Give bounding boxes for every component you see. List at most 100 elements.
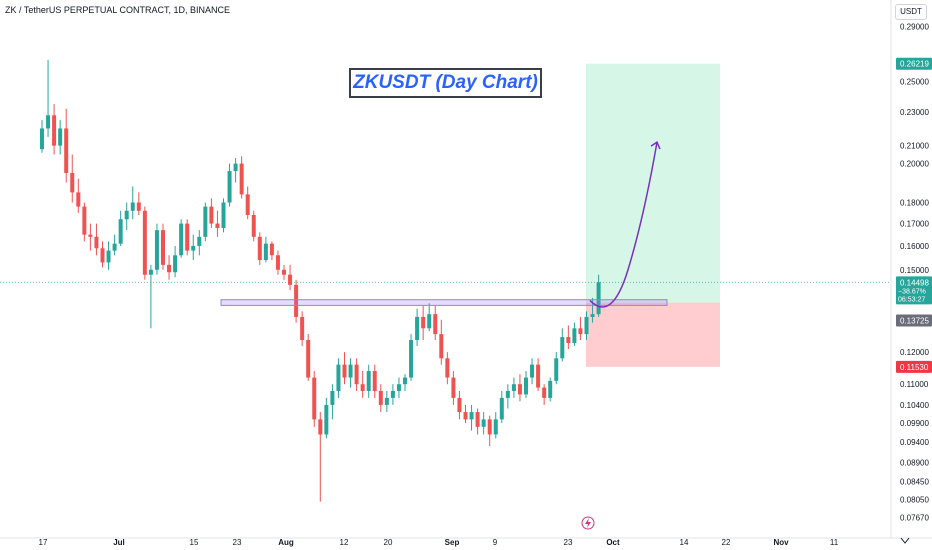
lightning-icon[interactable] <box>581 516 595 530</box>
candle <box>76 178 81 213</box>
candle-body <box>106 250 111 263</box>
candle <box>524 371 528 398</box>
candle <box>312 371 317 427</box>
price-axis[interactable]: 0.29000 0.25000 0.23000 0.21000 0.20000 0.180… <box>890 0 929 538</box>
candle-body <box>312 377 317 420</box>
candle <box>306 334 311 381</box>
projection-arrow[interactable] <box>589 140 661 308</box>
axis-menu-icon[interactable] <box>900 537 910 544</box>
candle <box>106 241 111 270</box>
candle-body <box>191 245 196 251</box>
candle <box>415 308 420 347</box>
candle-body <box>439 334 444 359</box>
candle <box>390 384 395 405</box>
candle <box>384 390 389 413</box>
candle <box>566 325 571 350</box>
candle-body <box>118 219 123 244</box>
price-labels: 0.26219 0.14498−38.67%06:53:27 0.13725 0.11… <box>896 57 932 373</box>
candle <box>330 384 335 420</box>
candle-body <box>130 202 135 211</box>
candle-body <box>366 371 371 391</box>
candle <box>481 412 486 435</box>
candle-body <box>251 215 256 237</box>
price-tick-label: 0.17000 <box>900 220 929 229</box>
time-tick-label: Jul <box>113 538 125 547</box>
candle-body <box>348 364 353 378</box>
candle <box>324 397 329 439</box>
price-tick-label: 0.09900 <box>900 419 929 428</box>
candle <box>197 230 202 256</box>
time-axis[interactable]: 17 Jul 15 23 Aug 12 20 Sep 9 23 Oct 14 22 Nov 11 <box>0 537 932 547</box>
arrow-head[interactable] <box>650 140 661 150</box>
candle <box>554 352 559 385</box>
candle-body <box>173 255 178 273</box>
last-price-value: 0.14498 <box>900 278 929 287</box>
candle <box>294 279 299 323</box>
candle <box>94 223 99 256</box>
candle <box>354 358 359 391</box>
candle-body <box>215 223 220 228</box>
time-tick-label: 23 <box>564 538 573 547</box>
arrow-path[interactable] <box>589 141 658 308</box>
candle-body <box>300 316 305 341</box>
candle-body <box>511 384 516 391</box>
price-tick-label: 0.18000 <box>900 198 929 207</box>
candle <box>173 245 178 278</box>
candle-body <box>179 223 184 256</box>
candle <box>112 234 117 256</box>
candle-body <box>451 377 456 398</box>
bar-countdown: 06:53:27 <box>898 296 925 303</box>
candle <box>209 198 214 228</box>
candle-body <box>40 128 44 150</box>
support-box[interactable] <box>220 299 668 306</box>
candle <box>136 192 141 216</box>
candle <box>469 404 474 431</box>
candle-body <box>306 340 311 378</box>
price-label-badge <box>896 314 932 327</box>
lightning-bolt[interactable] <box>585 518 591 528</box>
candle-body <box>590 314 595 317</box>
candle-body <box>560 337 565 359</box>
candle-body <box>396 384 401 391</box>
candle <box>88 223 93 251</box>
price-tick-label: 0.09400 <box>900 438 929 447</box>
candle <box>578 316 583 341</box>
candle-body <box>493 419 498 435</box>
candle-body <box>378 390 383 405</box>
candle-body <box>548 380 553 398</box>
candle-body <box>100 248 105 263</box>
candle <box>517 374 522 402</box>
candle <box>257 232 262 265</box>
candle-body <box>167 264 172 273</box>
candle-body <box>499 397 504 420</box>
candle <box>154 223 159 275</box>
candle-body <box>384 397 389 405</box>
candle <box>505 384 510 409</box>
price-tick-label: 0.16000 <box>900 242 929 251</box>
candle <box>148 264 153 329</box>
candle <box>409 334 414 381</box>
loss-zone[interactable] <box>586 302 720 367</box>
candle-body <box>136 202 141 211</box>
candle <box>378 384 383 413</box>
candle-body <box>58 128 63 146</box>
candle <box>421 305 426 341</box>
price-label-value: 0.13725 <box>900 317 929 326</box>
axis-unit-button[interactable]: USDT <box>895 4 927 20</box>
profit-zone[interactable] <box>586 63 720 303</box>
candle-body <box>112 243 117 251</box>
chart-title: ZKUSDT (Day Chart) <box>349 68 542 98</box>
price-tick-label: 0.10400 <box>900 401 929 410</box>
candle <box>342 352 347 385</box>
position-zones <box>586 63 720 367</box>
candle <box>239 156 244 199</box>
candle <box>536 358 541 391</box>
candle <box>530 358 535 385</box>
candle <box>475 408 480 435</box>
candle-body <box>475 412 480 427</box>
support-rectangle[interactable] <box>220 299 668 306</box>
price-tick-label: 0.15000 <box>900 266 929 275</box>
candle-body <box>330 390 335 405</box>
candle <box>445 352 450 385</box>
